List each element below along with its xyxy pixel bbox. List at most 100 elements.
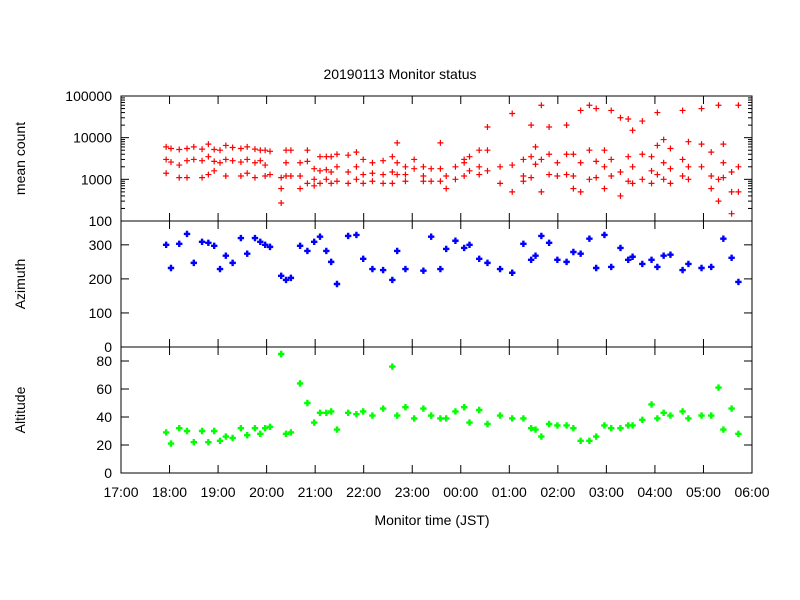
data-point-mean-count: [211, 158, 218, 165]
data-point-mean-count: [176, 146, 183, 153]
data-point-mean-count: [304, 147, 311, 154]
data-point-mean-count: [176, 162, 183, 169]
data-point-altitude: [679, 408, 686, 415]
data-point-azimuth: [570, 248, 577, 256]
data-point-azimuth: [237, 234, 245, 242]
data-point-altitude: [162, 429, 170, 436]
data-point-mean-count: [262, 147, 269, 154]
data-point-mean-count: [528, 174, 535, 181]
data-point-mean-count: [251, 159, 258, 166]
data-point-altitude: [708, 412, 715, 419]
data-point-altitude: [570, 425, 577, 432]
data-point-mean-count: [237, 145, 244, 152]
data-point-mean-count: [211, 146, 218, 153]
data-point-mean-count: [601, 147, 608, 154]
data-point-mean-count: [360, 156, 367, 163]
data-point-mean-count: [402, 163, 409, 170]
data-point-altitude: [639, 416, 646, 423]
data-point-mean-count: [715, 102, 722, 109]
data-point-mean-count: [546, 171, 553, 178]
data-point-mean-count: [625, 116, 632, 123]
data-point-azimuth: [316, 233, 324, 240]
data-point-altitude: [183, 427, 191, 435]
data-point-mean-count: [528, 153, 535, 160]
data-point-mean-count: [437, 165, 444, 172]
data-point-azimuth: [685, 260, 692, 268]
data-point-altitude: [266, 423, 274, 430]
data-point-mean-count: [625, 178, 632, 185]
data-point-mean-count: [629, 127, 636, 134]
data-point-mean-count: [715, 176, 722, 183]
data-point-mean-count: [411, 165, 418, 172]
data-point-altitude: [310, 419, 318, 426]
data-point-mean-count: [304, 180, 311, 187]
data-point-azimuth: [520, 240, 527, 248]
data-point-mean-count: [698, 105, 705, 112]
data-point-azimuth: [735, 278, 742, 286]
data-point-altitude: [379, 405, 387, 412]
data-point-mean-count: [452, 176, 459, 183]
data-point-mean-count: [217, 147, 224, 154]
data-point-mean-count: [380, 171, 387, 178]
data-point-mean-count: [735, 102, 742, 109]
data-point-mean-count: [509, 162, 516, 169]
data-point-mean-count: [639, 151, 646, 158]
data-point-mean-count: [222, 142, 229, 149]
y-tick-label: 300: [89, 237, 113, 253]
data-point-mean-count: [184, 174, 191, 181]
data-point-mean-count: [345, 168, 352, 175]
data-point-altitude: [460, 404, 468, 411]
data-point-altitude: [563, 422, 570, 429]
data-point-mean-count: [528, 122, 535, 129]
data-point-azimuth: [667, 251, 674, 258]
data-point-azimuth: [216, 265, 224, 273]
data-point-altitude: [545, 420, 553, 428]
data-point-mean-count: [205, 141, 212, 148]
x-tick-label: 22:00: [346, 484, 381, 500]
data-point-azimuth: [654, 263, 661, 271]
data-point-azimuth: [266, 243, 274, 251]
data-point-mean-count: [287, 147, 294, 154]
data-point-azimuth: [296, 242, 304, 250]
data-point-mean-count: [333, 151, 340, 158]
data-point-mean-count: [577, 188, 584, 195]
data-point-altitude: [277, 350, 285, 358]
data-point-azimuth: [222, 252, 230, 259]
data-point-mean-count: [660, 159, 667, 166]
data-point-mean-count: [317, 153, 324, 160]
data-point-azimuth: [229, 259, 236, 267]
data-point-altitude: [353, 411, 360, 418]
data-point-mean-count: [262, 162, 269, 169]
data-point-mean-count: [452, 163, 459, 170]
data-point-mean-count: [685, 163, 692, 170]
data-point-azimuth: [538, 232, 545, 240]
data-point-mean-count: [660, 136, 667, 143]
data-point-altitude: [316, 409, 324, 416]
data-point-mean-count: [685, 176, 692, 183]
data-point-mean-count: [205, 153, 212, 160]
x-tick-label: 19:00: [201, 484, 236, 500]
data-point-mean-count: [222, 173, 229, 180]
data-point-mean-count: [685, 138, 692, 145]
data-point-mean-count: [287, 173, 294, 180]
data-point-altitude: [304, 399, 311, 407]
data-point-azimuth: [443, 245, 450, 253]
data-point-mean-count: [437, 178, 444, 185]
data-point-azimuth: [532, 252, 539, 259]
data-point-azimuth: [251, 234, 259, 242]
data-point-mean-count: [229, 157, 236, 164]
data-point-mean-count: [520, 178, 527, 185]
data-point-azimuth: [545, 239, 553, 246]
data-point-altitude: [344, 409, 352, 416]
data-point-mean-count: [184, 157, 191, 164]
data-point-mean-count: [728, 210, 735, 217]
x-axis-label: Monitor time (JST): [374, 512, 489, 528]
data-point-mean-count: [476, 163, 483, 170]
y-axis-label-azimuth: Azimuth: [12, 259, 28, 310]
data-point-mean-count: [311, 165, 318, 172]
data-point-mean-count: [509, 110, 516, 117]
data-point-mean-count: [593, 158, 600, 165]
data-point-mean-count: [625, 153, 632, 160]
data-point-altitude: [586, 437, 593, 444]
